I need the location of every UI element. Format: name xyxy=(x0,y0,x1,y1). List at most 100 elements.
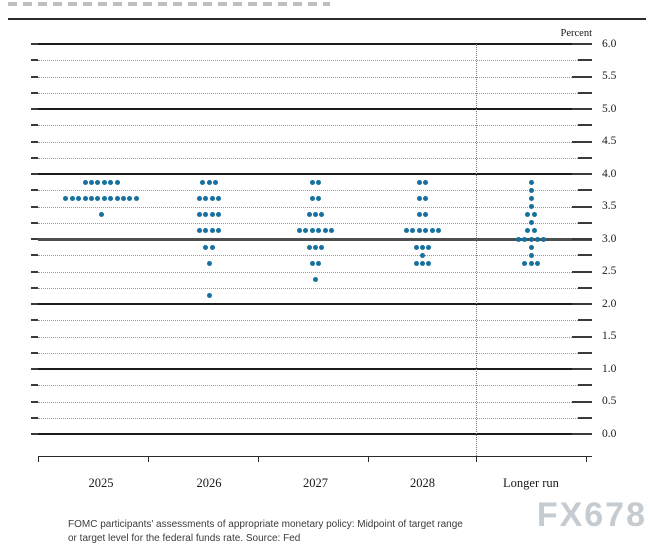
projection-dot xyxy=(209,195,215,201)
projection-dot xyxy=(426,244,432,250)
y-axis-right-tick xyxy=(578,59,592,62)
projection-dot xyxy=(426,260,432,266)
x-axis-category-label: 2028 xyxy=(410,476,435,490)
projection-dot xyxy=(528,187,534,193)
fx678-watermark: FX678 xyxy=(536,496,647,534)
projection-dot xyxy=(429,228,435,234)
y-axis-label: 1.5 xyxy=(602,330,617,342)
projection-dot xyxy=(313,212,318,218)
longer-run-separator xyxy=(476,44,477,456)
y-axis-label: 1.0 xyxy=(602,362,617,375)
projection-dot xyxy=(436,228,441,234)
y-axis-label: 5.0 xyxy=(602,102,617,115)
y-axis-left-tick xyxy=(31,59,38,62)
y-axis-left-tick xyxy=(31,384,38,387)
projection-dot xyxy=(200,179,206,185)
y-axis-left-tick xyxy=(31,189,38,192)
projection-dot xyxy=(528,220,534,226)
gridline-major xyxy=(38,108,592,110)
projection-dot xyxy=(413,260,419,266)
projection-dot xyxy=(306,244,312,250)
projection-dot xyxy=(316,195,322,201)
top-horizontal-rule xyxy=(8,18,646,20)
projection-dot xyxy=(98,212,104,218)
x-axis-baseline xyxy=(38,456,592,458)
projection-dot xyxy=(216,195,222,201)
y-axis-label: 3.0 xyxy=(602,232,617,245)
y-axis-label: 2.0 xyxy=(602,297,617,310)
projection-dot xyxy=(69,195,75,201)
y-axis-left-tick xyxy=(31,205,38,208)
projection-dot xyxy=(95,179,101,185)
projection-dot xyxy=(127,195,133,201)
clipped-text-remnant xyxy=(8,2,330,6)
y-axis-unit-label: Percent xyxy=(560,28,593,39)
y-axis-label: 4.0 xyxy=(602,167,617,180)
projection-dot xyxy=(63,195,69,201)
projection-dot xyxy=(319,244,325,250)
y-axis-left-tick xyxy=(31,416,38,419)
projection-dot xyxy=(528,204,534,209)
projection-dot xyxy=(541,236,547,242)
y-axis-label: 3.5 xyxy=(602,200,617,212)
projection-dot xyxy=(88,195,94,201)
projection-dot xyxy=(88,179,94,185)
projection-dot xyxy=(196,212,202,218)
x-axis-tick xyxy=(38,457,40,462)
x-axis-category-label: 2027 xyxy=(303,476,328,490)
projection-dot xyxy=(416,228,422,234)
gridline-minor xyxy=(38,125,578,127)
y-axis-right-tick xyxy=(572,335,592,338)
gridline-minor xyxy=(38,417,578,419)
y-axis-left-tick xyxy=(31,303,38,305)
y-axis-label: 0.0 xyxy=(602,427,617,440)
projection-dot xyxy=(416,195,422,201)
y-axis-right-tick xyxy=(578,254,592,257)
y-axis-label: 6.0 xyxy=(602,37,617,50)
projection-dot xyxy=(209,244,215,250)
projection-dot xyxy=(206,293,212,299)
projection-dot xyxy=(319,212,325,218)
projection-dot xyxy=(82,195,88,201)
y-axis-right-tick xyxy=(572,140,592,143)
y-axis-right-tick xyxy=(572,270,592,273)
gridline-major xyxy=(38,368,592,370)
projection-dot xyxy=(114,179,120,185)
y-axis-left-tick xyxy=(31,108,38,110)
y-axis-right-tick xyxy=(572,238,592,240)
y-axis-right-tick xyxy=(578,416,592,419)
projection-dot xyxy=(416,179,422,185)
projection-dot xyxy=(206,179,212,185)
projection-dot xyxy=(209,228,215,234)
projection-dot xyxy=(531,228,537,234)
projection-dot xyxy=(95,195,101,201)
x-axis-tick xyxy=(368,457,370,462)
projection-dot xyxy=(303,228,309,234)
caption-line-1: FOMC participants' assessments of approp… xyxy=(68,519,463,530)
projection-dot xyxy=(309,179,315,185)
projection-dot xyxy=(423,179,429,185)
projection-dot xyxy=(528,260,534,266)
chart-caption: FOMC participants' assessments of approp… xyxy=(68,518,538,545)
gridline-minor xyxy=(38,271,578,273)
y-axis-left-tick xyxy=(31,319,38,322)
projection-dot xyxy=(108,195,114,201)
projection-dot xyxy=(404,228,409,234)
projection-dot xyxy=(309,260,315,266)
projection-dot xyxy=(528,244,534,250)
gridline-minor xyxy=(38,76,578,78)
y-axis-right-tick xyxy=(572,75,592,78)
projection-dot xyxy=(420,260,425,266)
projection-dot xyxy=(108,179,114,185)
gridline-minor xyxy=(38,401,578,403)
y-axis-right-tick xyxy=(572,108,592,110)
gridline-minor xyxy=(38,320,578,322)
projection-dot xyxy=(76,195,82,201)
y-axis-label: 5.5 xyxy=(602,70,617,82)
projection-dot xyxy=(309,195,315,201)
projection-dot xyxy=(133,195,139,201)
projection-dot xyxy=(525,228,531,234)
projection-dot xyxy=(531,212,537,218)
y-axis-right-tick xyxy=(578,91,592,94)
y-axis-right-tick xyxy=(572,173,592,175)
